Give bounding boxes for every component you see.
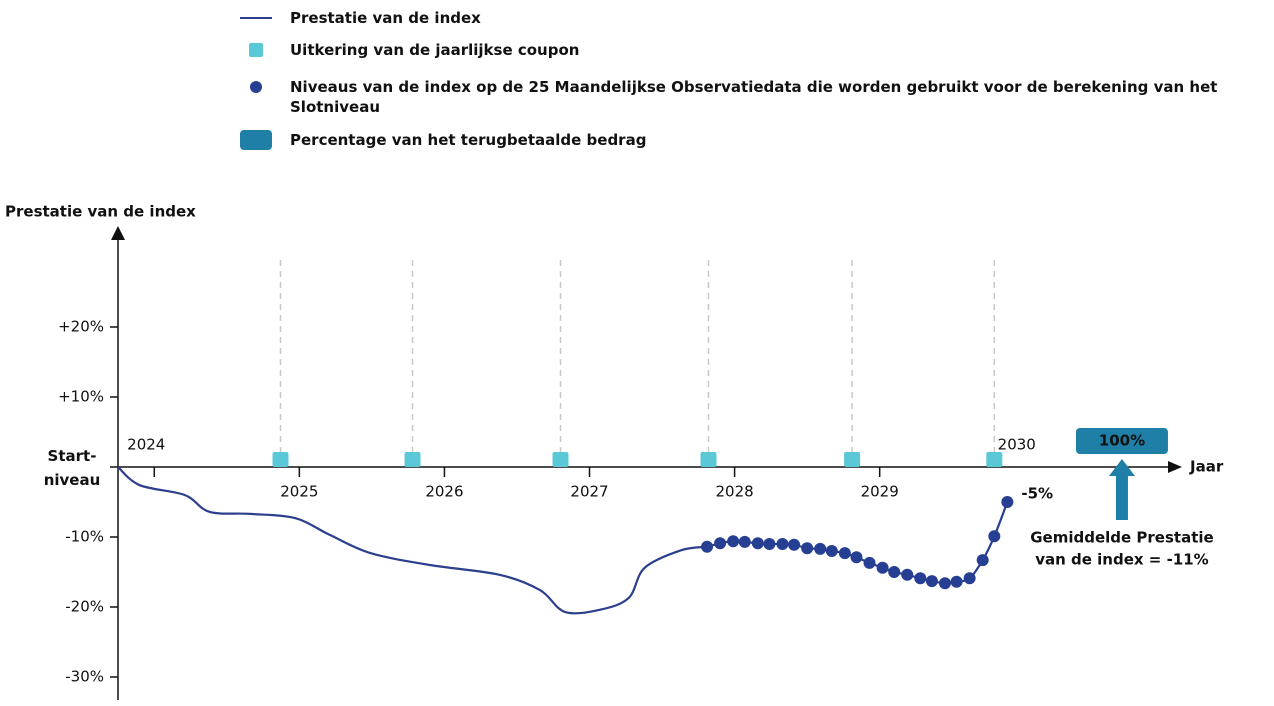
- x-tick-label: 2030: [998, 436, 1036, 454]
- observation-dot: [751, 537, 764, 550]
- observation-dot: [988, 530, 1001, 543]
- legend-box: [240, 130, 272, 150]
- observation-dot: [876, 561, 889, 574]
- y-tick-label: -30%: [65, 668, 104, 686]
- series-line: [117, 466, 708, 615]
- legend-label: Niveaus van de index op de 25 Maandelijk…: [290, 78, 1218, 116]
- x-tick-label: 2029: [861, 483, 899, 501]
- annotation: van de index = -11%: [1035, 551, 1208, 569]
- observation-dot: [788, 538, 801, 551]
- observation-dot: [914, 572, 927, 585]
- repayment-box: [1075, 428, 1168, 454]
- observation-dot: [701, 540, 714, 553]
- y-tick-label: +10%: [58, 388, 104, 406]
- observation-dot: [801, 542, 814, 555]
- observation-dot: [838, 547, 851, 560]
- legend-dot: [250, 81, 262, 93]
- observation-dot: [963, 572, 976, 585]
- coupon-marker: [552, 452, 569, 467]
- legend-square: [249, 43, 263, 57]
- observation-dot: [763, 538, 776, 550]
- observation-dot: [825, 545, 838, 557]
- observation-dot: [901, 568, 914, 581]
- x-tick-label: 2027: [570, 483, 608, 501]
- x-arrow: [1168, 461, 1182, 473]
- y-tick-label: Start-niveau: [44, 447, 101, 489]
- y-axis-label: Prestatie van de index: [5, 203, 196, 221]
- annotation: Gemiddelde Prestatie: [1030, 529, 1213, 547]
- observation-dot: [727, 535, 740, 548]
- observation-dot: [976, 554, 989, 567]
- x-tick-label: 2026: [425, 483, 463, 501]
- x-tick-label: 2024: [127, 436, 165, 454]
- y-tick-label: -10%: [65, 528, 104, 546]
- repayment-label: 100%: [1099, 432, 1145, 450]
- coupon-marker: [272, 452, 289, 467]
- legend-label: Percentage van het terugbetaalde bedrag: [290, 131, 647, 149]
- observation-dot: [950, 575, 963, 588]
- legend-label: Uitkering van de jaarlijkse coupon: [290, 41, 580, 59]
- coupon-marker: [844, 452, 861, 467]
- observation-dot: [714, 537, 727, 550]
- repayment-arrow: [1108, 459, 1135, 520]
- observation-dot: [925, 575, 938, 588]
- y-tick-label: -20%: [65, 598, 104, 616]
- observation-dot: [850, 551, 863, 564]
- y-tick-label: +20%: [58, 318, 104, 336]
- observation-dot: [814, 542, 827, 555]
- coupon-marker: [404, 452, 421, 467]
- observation-dot: [863, 556, 876, 569]
- observation-dot: [738, 535, 751, 548]
- observation-dot: [938, 577, 951, 590]
- data-label: -5%: [1021, 485, 1053, 503]
- y-arrow: [111, 226, 125, 240]
- x-tick-label: 2028: [716, 483, 754, 501]
- observation-dot: [776, 538, 789, 550]
- coupon-marker: [986, 452, 1003, 467]
- legend-label: Prestatie van de index: [290, 9, 481, 27]
- observation-dot: [1001, 496, 1014, 508]
- coupon-marker: [700, 452, 717, 467]
- observation-dot: [888, 566, 901, 578]
- x-axis-label: Jaar: [1189, 458, 1224, 476]
- x-tick-label: 2025: [280, 483, 318, 501]
